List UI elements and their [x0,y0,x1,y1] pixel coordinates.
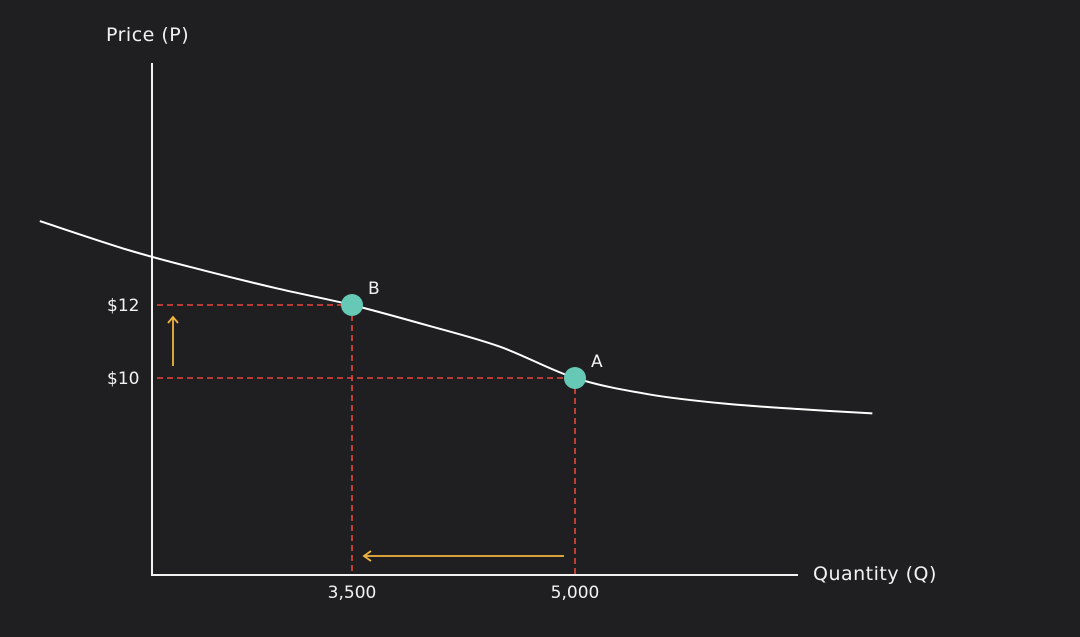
data-points: BA [341,279,603,389]
y-axis-title: Price (P) [106,24,189,46]
guide-lines [157,304,576,574]
y-tick-label-10: $10 [107,369,139,389]
y-tick-label-12: $12 [107,296,139,316]
x-tick-labels: 3,500 5,000 [328,583,600,603]
price-increase-arrowhead [167,315,179,324]
point-label-b: B [368,279,380,299]
y-tick-labels: $10 $12 [107,296,139,389]
change-arrows [167,315,564,562]
x-axis-title: Quantity (Q) [813,563,937,585]
x-tick-label-5000: 5,000 [551,583,600,603]
point-label-a: A [591,352,603,372]
point-b [341,294,363,316]
quantity-decrease-arrowhead [362,550,372,562]
x-tick-label-3500: 3,500 [328,583,377,603]
demand-curve-line [39,220,873,415]
point-a [564,367,586,389]
